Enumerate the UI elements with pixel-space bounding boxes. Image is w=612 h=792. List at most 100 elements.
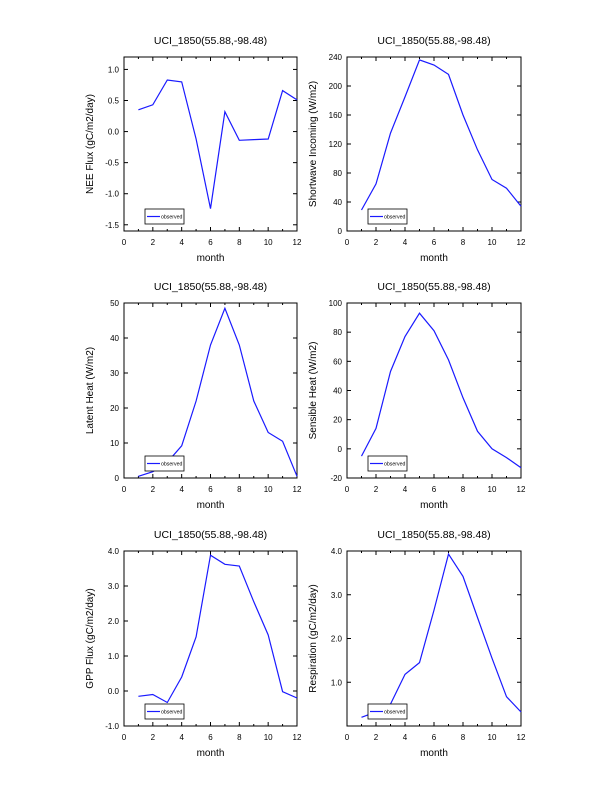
plot-frame [123, 550, 298, 727]
x-tick-label: 8 [461, 733, 466, 742]
x-tick-label: 6 [432, 238, 437, 247]
y-tick-label: 40 [110, 334, 119, 343]
x-tick-label: 2 [151, 485, 156, 494]
y-tick-label: 4.0 [331, 547, 343, 556]
x-axis-label: month [420, 748, 448, 759]
y-tick-label: 3.0 [331, 591, 343, 600]
chart-title: UCI_1850(55.88,-98.48) [154, 281, 267, 293]
y-tick-label: 0.0 [108, 687, 120, 696]
x-tick-label: 12 [293, 733, 302, 742]
y-tick-label: 240 [329, 53, 343, 62]
x-tick-label: 10 [488, 238, 497, 247]
x-axis-label: month [197, 500, 225, 511]
x-tick-label: 2 [151, 238, 156, 247]
x-tick-label: 8 [237, 733, 242, 742]
x-tick-label: 2 [151, 733, 156, 742]
x-tick-label: 8 [237, 485, 242, 494]
x-tick-label: 0 [345, 733, 350, 742]
y-tick-label: 1.0 [108, 65, 120, 74]
chart-panel-1: UCI_1850(55.88,-98.48) 0 2 4 6 8 10 12 -1.5 -1.0 -… [85, 35, 302, 264]
series-line-observed [138, 306, 298, 477]
series-line-observed [360, 59, 522, 211]
y-tick-label: 50 [110, 299, 119, 308]
x-tick-label: 10 [488, 485, 497, 494]
legend-box [367, 455, 408, 472]
y-tick-label: 40 [333, 198, 342, 207]
legend-box [367, 703, 408, 720]
x-tick-label: 12 [293, 238, 302, 247]
x-axis-label: month [420, 253, 448, 264]
y-tick-label: 80 [333, 169, 342, 178]
y-tick-label: 200 [329, 82, 343, 91]
y-tick-label: -1.0 [105, 722, 119, 731]
x-tick-label: 4 [403, 485, 408, 494]
x-tick-label: 12 [517, 733, 526, 742]
legend-box [367, 208, 408, 225]
series-line-observed [361, 552, 522, 718]
y-tick-label: -1.0 [105, 190, 119, 199]
legend-label: observed [384, 215, 405, 221]
x-tick-label: 6 [208, 733, 213, 742]
y-tick-label: 2.0 [108, 617, 120, 626]
y-axis-label: Sensible Heat (W/m2) [308, 342, 319, 440]
y-tick-label: 60 [333, 357, 342, 366]
x-tick-label: 8 [237, 238, 242, 247]
y-tick-label: -0.5 [105, 159, 119, 168]
x-tick-label: 4 [179, 733, 184, 742]
x-tick-label: 4 [179, 485, 184, 494]
y-tick-label: 1.0 [331, 678, 343, 687]
y-tick-label: -1.5 [105, 221, 119, 230]
series-line-observed [138, 554, 298, 704]
chart-panel-5: UCI_1850(55.88,-98.48) 0 2 4 6 8 10 12 -1.0 0.0 1.… [85, 529, 302, 759]
y-axis-label: Latent Heat (W/m2) [85, 347, 96, 434]
y-axis-label: Respiration (gC/m2/day) [308, 584, 319, 692]
y-tick-label: 120 [329, 140, 343, 149]
x-tick-label: 0 [345, 485, 350, 494]
x-tick-label: 10 [264, 485, 273, 494]
x-tick-label: 6 [432, 485, 437, 494]
legend-label: observed [161, 462, 182, 468]
chart-title: UCI_1850(55.88,-98.48) [377, 35, 490, 47]
x-tick-label: 2 [374, 733, 379, 742]
x-tick-label: 0 [122, 485, 127, 494]
x-tick-label: 0 [122, 733, 127, 742]
x-tick-label: 12 [517, 238, 526, 247]
x-tick-label: 8 [461, 238, 466, 247]
x-axis-label: month [197, 748, 225, 759]
y-tick-label: 3.0 [108, 582, 120, 591]
legend-box [144, 455, 185, 472]
y-tick-label: 1.0 [108, 652, 120, 661]
chart-panel-2: UCI_1850(55.88,-98.48)0 2 4 6 8 10 12040801201… [308, 35, 526, 264]
chart-panel-4: UCI_1850(55.88,-98.48)0 2 4 6 8 10 12-20020406… [308, 281, 526, 511]
plot-frame [346, 550, 522, 727]
x-tick-label: 6 [432, 733, 437, 742]
legend-label: observed [161, 215, 182, 221]
y-tick-label: 40 [333, 387, 342, 396]
x-tick-label: 0 [345, 238, 350, 247]
x-axis-label: month [197, 253, 225, 264]
y-tick-label: 20 [110, 404, 119, 413]
y-tick-label: 0 [338, 227, 343, 236]
y-tick-label: 0 [338, 445, 343, 454]
y-axis-label: Shortwave Incoming (W/m2) [308, 81, 319, 207]
x-tick-label: 6 [208, 485, 213, 494]
chart-panel-6: UCI_1850(55.88,-98.48) 0 2 4 6 8 10 12 1.0 2.0 3.0… [308, 529, 526, 759]
x-axis-label: month [420, 500, 448, 511]
plot-frame [346, 302, 522, 479]
y-axis-label: NEE Flux (gC/m2/day) [85, 94, 96, 194]
x-tick-label: 10 [264, 238, 273, 247]
x-tick-label: 12 [293, 485, 302, 494]
x-tick-label: 10 [264, 733, 273, 742]
y-tick-label: 80 [333, 328, 342, 337]
legend-label: observed [384, 710, 405, 716]
y-tick-label: 10 [110, 439, 119, 448]
x-tick-label: 10 [488, 733, 497, 742]
y-tick-label: 0 [115, 474, 120, 483]
chart-panel-3: UCI_1850(55.88,-98.48) 0 2 4 6 8 10 12 0 10 20 30 40… [85, 281, 302, 511]
x-tick-label: 4 [403, 733, 408, 742]
x-tick-label: 12 [517, 485, 526, 494]
y-axis-label: GPP Flux (gC/m2/day) [85, 588, 96, 688]
legend-box [144, 208, 185, 225]
